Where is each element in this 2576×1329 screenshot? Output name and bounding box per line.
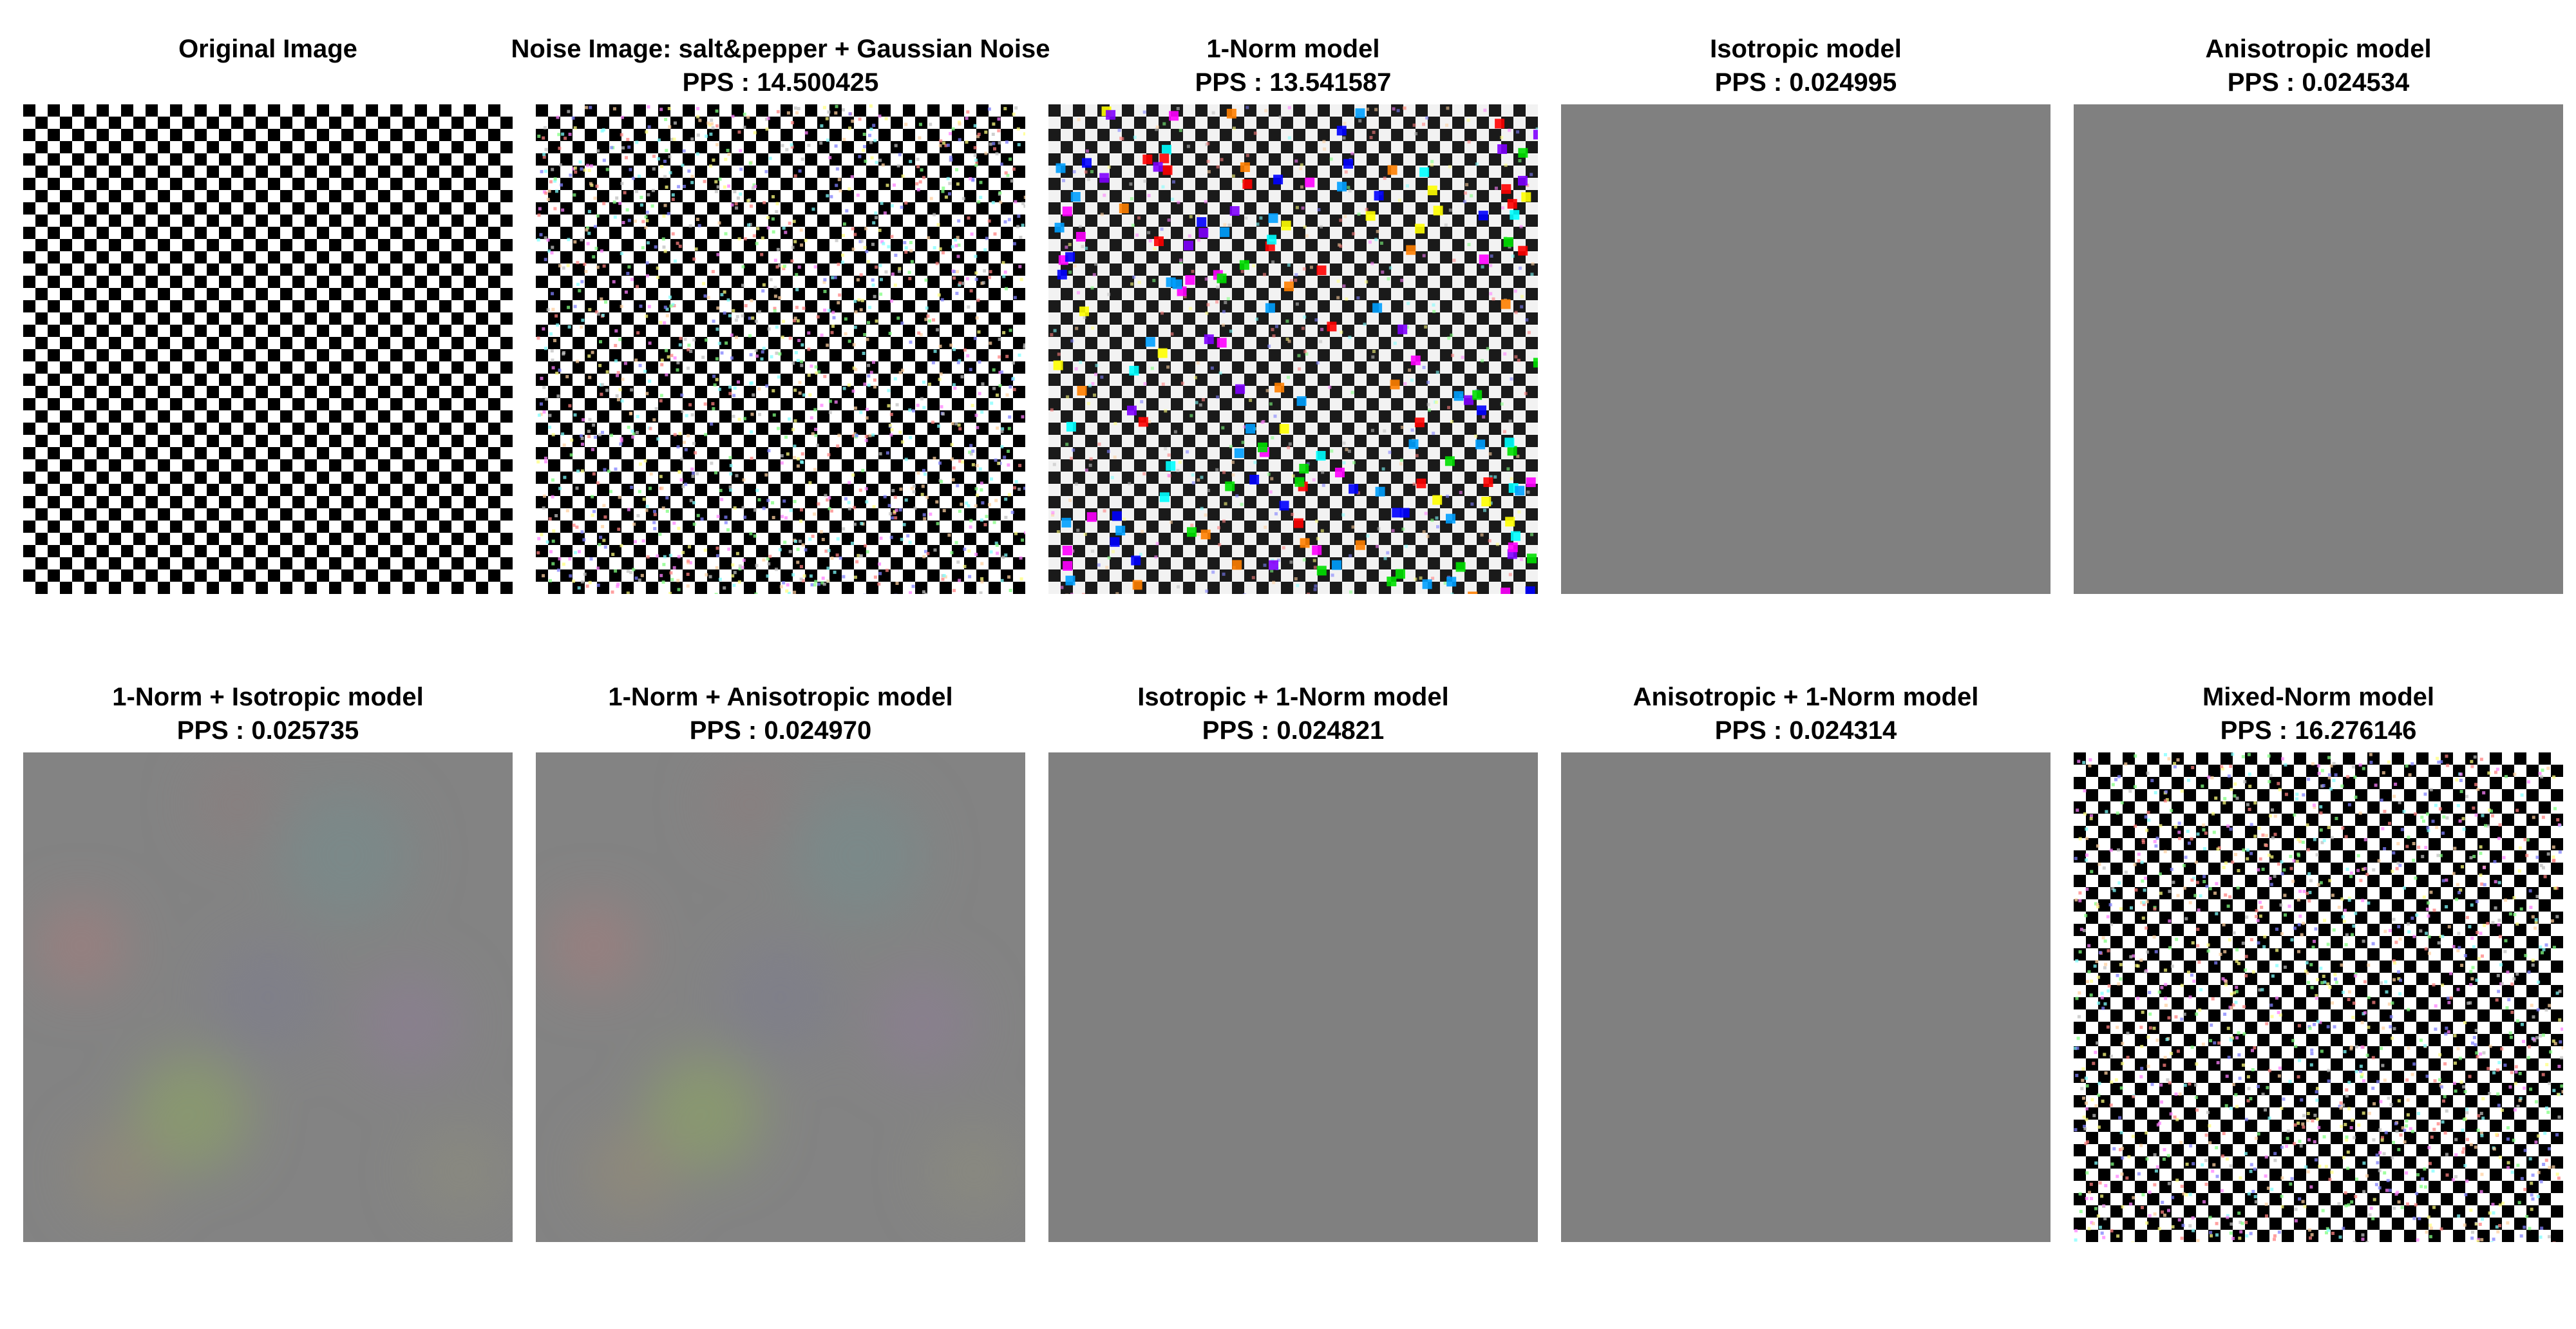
panel-titles: Isotropic + 1-Norm model PPS : 0.024821 xyxy=(1010,680,1577,747)
anisotropic-model-image xyxy=(2074,104,2563,594)
panel-pps: PPS : 13.541587 xyxy=(1195,68,1392,97)
panel-titles: Anisotropic model PPS : 0.024534 xyxy=(2035,32,2576,99)
panel-title: 1-Norm + Anisotropic model xyxy=(608,683,953,711)
original-image xyxy=(23,104,513,594)
panel-titles: Mixed-Norm model PPS : 16.276146 xyxy=(2035,680,2576,747)
panel-pps: PPS : 0.025735 xyxy=(176,716,359,745)
panel-title: 1-Norm model xyxy=(1206,35,1380,63)
1-norm-anisotropic-model-image xyxy=(536,752,1025,1242)
panel-titles: 1-Norm + Isotropic model PPS : 0.025735 xyxy=(0,680,551,747)
panel-titles: Isotropic model PPS : 0.024995 xyxy=(1522,32,2089,99)
panel-pps: PPS : 0.024995 xyxy=(1714,68,1897,97)
anisotropic-1-norm-model-image xyxy=(1561,752,2050,1242)
1-norm-model-image xyxy=(1048,104,1538,594)
panel-titles: Original Image xyxy=(0,32,551,66)
panel-pps: PPS : 0.024314 xyxy=(1714,716,1897,745)
panel-titles: 1-Norm model PPS : 13.541587 xyxy=(1010,32,1577,99)
panel-title: Original Image xyxy=(178,35,357,63)
panel-pps: PPS : 16.276146 xyxy=(2220,716,2417,745)
panel-titles: Noise Image: salt&pepper + Gaussian Nois… xyxy=(497,32,1064,99)
panel-pps: PPS : 0.024821 xyxy=(1202,716,1385,745)
panel-pps: PPS : 0.024970 xyxy=(689,716,872,745)
panel-title: Noise Image: salt&pepper + Gaussian Nois… xyxy=(511,35,1050,63)
panel-pps: PPS : 0.024534 xyxy=(2227,68,2410,97)
noise-image xyxy=(536,104,1025,594)
panel-title: Isotropic + 1-Norm model xyxy=(1137,683,1449,711)
panel-title: Anisotropic model xyxy=(2205,35,2432,63)
panel-title: Isotropic model xyxy=(1710,35,1902,63)
panel-title: Mixed-Norm model xyxy=(2202,683,2435,711)
1-norm-isotropic-model-image xyxy=(23,752,513,1242)
panel-titles: Anisotropic + 1-Norm model PPS : 0.02431… xyxy=(1522,680,2089,747)
panel-title: 1-Norm + Isotropic model xyxy=(112,683,424,711)
isotropic-1-norm-model-image xyxy=(1048,752,1538,1242)
panel-titles: 1-Norm + Anisotropic model PPS : 0.02497… xyxy=(497,680,1064,747)
mixed-norm-model-image xyxy=(2074,752,2563,1242)
isotropic-model-image xyxy=(1561,104,2050,594)
panel-pps: PPS : 14.500425 xyxy=(682,68,879,97)
panel-title: Anisotropic + 1-Norm model xyxy=(1633,683,1979,711)
